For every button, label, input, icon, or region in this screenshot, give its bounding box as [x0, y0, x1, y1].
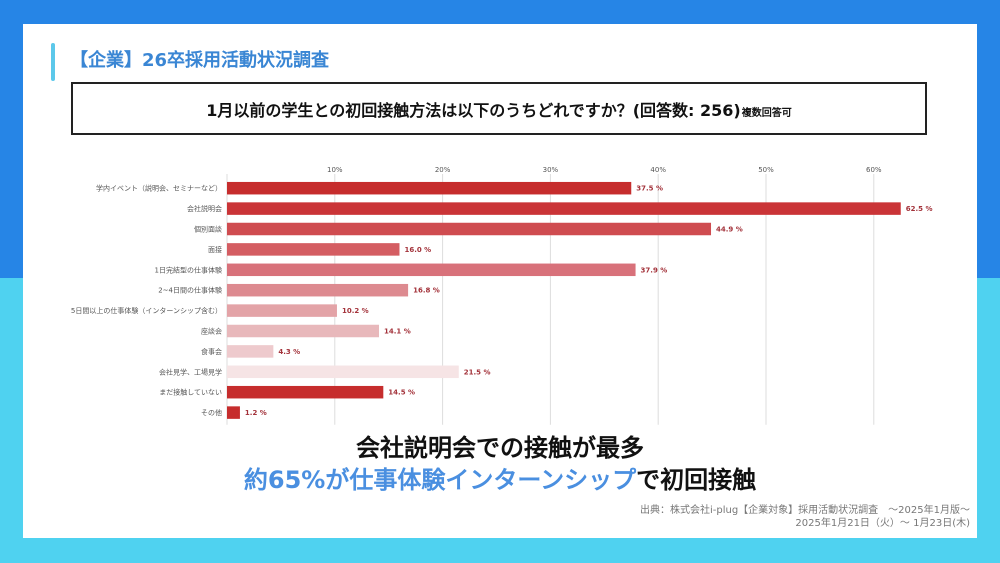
category-label: 5日間以上の仕事体験（インターンシップ含む）	[71, 306, 222, 315]
x-tick-label: 60%	[866, 166, 882, 174]
category-label: 2~4日間の仕事体験	[158, 286, 222, 295]
bar	[227, 385, 384, 399]
category-label: 会社見学、工場見学	[159, 367, 222, 376]
question-box: 1月以前の学生との初回接触方法は以下のうちどれですか？(回答数: 256) 複数回…	[71, 82, 927, 135]
x-tick-label: 50%	[758, 166, 774, 174]
slide-card	[23, 24, 977, 538]
page-title: 【企業】26卒採用活動状況調査	[70, 50, 330, 71]
bar	[227, 283, 409, 297]
bar	[227, 243, 400, 256]
x-tick-label: 30%	[543, 166, 559, 174]
category-label: 1日完結型の仕事体験	[155, 265, 222, 274]
source-citation: 出典：株式会社i-plug【企業対象】採用活動状況調査 ～2025年1月版～ 2…	[640, 504, 970, 530]
summary-line-2: 約65%が仕事体験インターンシップで初回接触	[0, 460, 1000, 495]
data-label: 14.5 %	[388, 389, 415, 397]
category-label: 会社説明会	[187, 204, 222, 213]
bar	[227, 263, 636, 277]
category-label: 座談会	[201, 327, 222, 336]
category-label: その他	[201, 408, 222, 417]
x-tick-label: 20%	[435, 166, 451, 174]
question-text: 1月以前の学生との初回接触方法は以下のうちどれですか？(回答数: 256)	[206, 100, 741, 120]
summary-line-1: 会社説明会での接触が最多	[356, 434, 644, 462]
data-label: 1.2 %	[245, 409, 267, 417]
category-label: 個別面談	[194, 225, 222, 234]
source-line-1: 出典：株式会社i-plug【企業対象】採用活動状況調査 ～2025年1月版～	[639, 505, 970, 516]
data-label: 37.9 %	[641, 266, 668, 274]
bar	[227, 324, 379, 338]
summary-suffix: で初回接触	[636, 466, 757, 494]
title-accent-bar	[51, 43, 55, 81]
data-label: 14.1 %	[384, 328, 411, 336]
data-label: 37.5 %	[636, 185, 663, 193]
question-note: 複数回答可	[741, 108, 792, 119]
bar	[227, 365, 459, 379]
category-label: 学内イベント（説明会、セミナーなど）	[96, 184, 222, 193]
data-label: 21.5 %	[464, 368, 491, 376]
data-label: 10.2 %	[342, 307, 369, 315]
data-label: 16.0 %	[404, 246, 431, 254]
x-tick-label: 10%	[327, 166, 343, 174]
source-line-2: 2025年1月21日（火）～ 1月23日(木)	[795, 518, 970, 529]
data-label: 62.5 %	[906, 205, 933, 213]
bar	[227, 222, 712, 236]
category-label: 食事会	[201, 347, 222, 356]
data-label: 44.9 %	[716, 226, 743, 234]
category-label: 面接	[208, 245, 222, 254]
x-tick-label: 40%	[650, 166, 666, 174]
bar	[227, 202, 901, 215]
category-label: まだ接触していない	[159, 388, 222, 397]
bar	[227, 304, 337, 317]
data-label: 4.3 %	[278, 348, 300, 356]
bar	[227, 406, 240, 419]
bar	[227, 345, 274, 358]
bar	[227, 181, 632, 195]
data-label: 16.8 %	[413, 287, 440, 295]
summary-highlight: 約65%が仕事体験インターンシップ	[243, 466, 637, 494]
